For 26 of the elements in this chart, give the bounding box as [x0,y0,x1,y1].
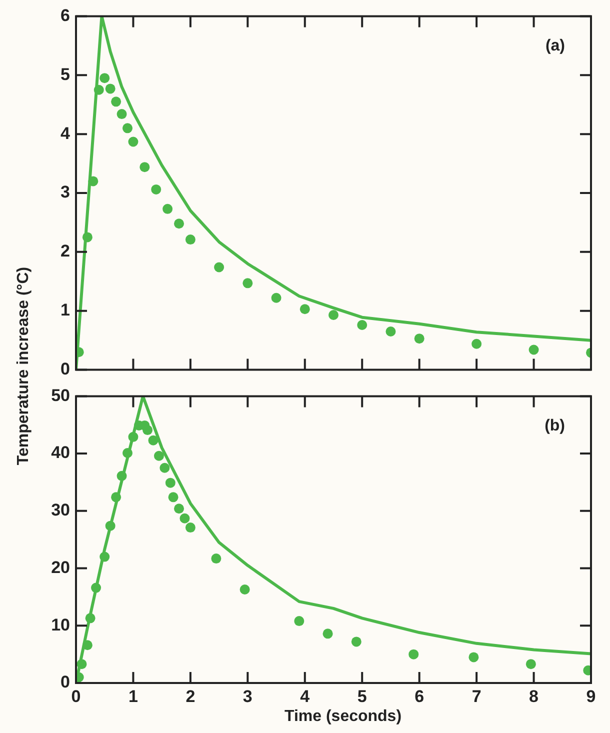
y-tick-label: 1 [60,300,70,320]
annotation: (a) [545,38,565,55]
y-tick-label: 20 [51,558,70,577]
y-tick-label: 0 [60,359,70,378]
x-tick-label: 1 [128,686,138,706]
annotation: (b) [544,418,565,435]
x-tick-label: 7 [472,686,482,706]
y-tick-label: 4 [60,124,71,143]
x-tick-label: 9 [586,686,596,706]
y-tick-label: 50 [51,386,70,405]
y-tick-label: 0 [60,672,70,692]
x-tick-label: 3 [242,686,252,706]
x-tick-label: 4 [300,686,310,706]
x-tick-label: 8 [529,686,539,706]
y-tick-label: 6 [60,6,70,25]
y-tick-label: 10 [51,615,70,634]
x-tick-label: 2 [186,686,196,706]
y-axis-title: Temperature increase (°C) [15,266,33,466]
y-tick-label: 3 [60,182,70,202]
y-tick-label: 30 [51,500,70,520]
y-tick-label: 40 [51,443,70,462]
y-tick-label: 2 [60,242,70,261]
x-tick-label: 5 [357,686,367,706]
x-tick-label: 6 [414,686,424,706]
y-tick-label: 5 [60,64,70,84]
x-axis-title: Time (seconds) [284,708,402,726]
